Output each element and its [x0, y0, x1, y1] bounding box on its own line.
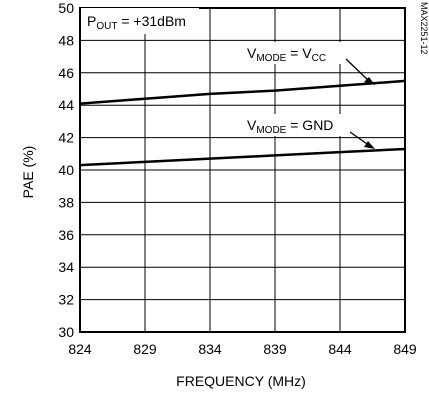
series-line-2 — [79, 147, 406, 167]
y-tick-labels: 30 32 34 36 38 40 42 44 46 48 50 — [58, 0, 74, 340]
vcc-annotation-box — [244, 42, 348, 64]
y-axis-label: PAE (%) — [20, 146, 36, 199]
vcc-leader-line — [345, 58, 371, 83]
y-tick-label: 32 — [58, 292, 74, 308]
x-axis-label: FREQUENCY (MHz) — [176, 373, 306, 389]
x-tick-label: 824 — [68, 341, 92, 357]
grid — [79, 7, 406, 333]
series-lines — [79, 79, 406, 167]
y-tick-label: 40 — [58, 162, 74, 178]
y-tick-label: 46 — [58, 65, 74, 81]
vcc-leader-arrowhead — [364, 77, 375, 85]
figure-id: MAX2251-12 — [419, 2, 429, 55]
y-tick-label: 44 — [58, 97, 74, 113]
y-tick-label: 34 — [58, 259, 74, 275]
x-tick-labels: 824 829 834 839 844 849 — [68, 341, 417, 357]
y-tick-label: 50 — [58, 0, 74, 16]
y-tick-label: 48 — [58, 32, 74, 48]
series-line-1 — [79, 79, 406, 105]
x-tick-label: 839 — [263, 341, 287, 357]
x-tick-label: 834 — [198, 341, 222, 357]
pout-annotation-box — [81, 8, 199, 34]
plot-frame — [79, 7, 406, 333]
pout-annotation: POUT = +31dBm — [87, 13, 186, 32]
x-tick-label: 829 — [133, 341, 157, 357]
gnd-annotation: VMODE = GND — [247, 117, 333, 136]
x-tick-label: 849 — [393, 341, 417, 357]
y-tick-label: 38 — [58, 194, 74, 210]
vcc-annotation: VMODE = VCC — [247, 45, 326, 64]
y-tick-label: 42 — [58, 130, 74, 146]
gnd-leader-arrowhead — [364, 141, 375, 149]
x-tick-label: 844 — [328, 341, 352, 357]
gnd-annotation-box — [244, 114, 356, 136]
y-tick-label: 30 — [58, 324, 74, 340]
y-tick-label: 36 — [58, 227, 74, 243]
